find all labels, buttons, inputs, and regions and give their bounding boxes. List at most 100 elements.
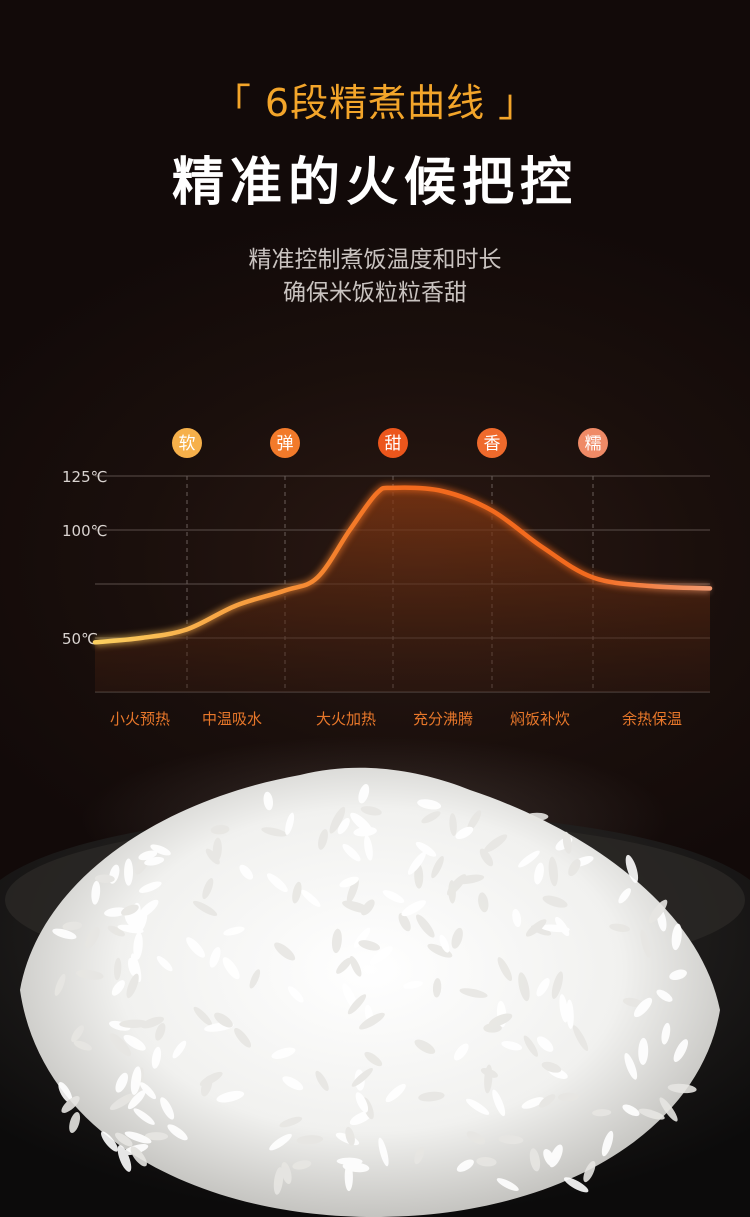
rice-grain xyxy=(479,848,494,867)
rice-grain xyxy=(673,1039,689,1063)
rice-grain xyxy=(497,957,513,982)
rice-grain xyxy=(353,927,371,948)
rice-grain xyxy=(568,859,581,877)
rice-grain xyxy=(364,835,373,861)
rice-grain xyxy=(566,999,574,1029)
rice-grain xyxy=(273,1167,284,1195)
rice-grain xyxy=(667,1083,697,1094)
rice-grain xyxy=(119,1019,149,1028)
rice-grain xyxy=(562,831,572,854)
badge-5 xyxy=(578,428,608,458)
rice-grain xyxy=(133,932,143,961)
rice-grain xyxy=(656,989,673,1002)
rice-grain xyxy=(418,1091,445,1102)
rice-grain xyxy=(542,895,568,908)
rice-grain xyxy=(138,881,162,893)
rice-grain xyxy=(115,1132,133,1147)
rice-grain xyxy=(559,994,569,1023)
rice-grain xyxy=(459,988,488,998)
rice-grain xyxy=(659,1097,678,1122)
rice-grain xyxy=(538,1094,556,1108)
rice-grain xyxy=(536,1036,554,1052)
rice-grain xyxy=(271,1047,296,1059)
rice-grain xyxy=(172,1040,187,1059)
rice-grain xyxy=(318,829,328,850)
rice-grain xyxy=(455,826,474,840)
rice-grain xyxy=(281,1162,292,1184)
rice-grain xyxy=(521,1097,545,1109)
badge-label: 香 xyxy=(484,434,501,454)
rice-grain xyxy=(138,850,158,861)
rice-grain xyxy=(407,851,426,875)
rice-grain xyxy=(453,1043,469,1061)
badge-label: 弹 xyxy=(277,434,294,454)
rice-grain xyxy=(109,1093,135,1111)
stage-label: 大火加热 xyxy=(316,710,376,728)
rice-grain xyxy=(358,784,370,804)
rice-grain xyxy=(417,799,442,810)
rice-grain xyxy=(113,957,122,981)
rice-grain xyxy=(292,1160,312,1170)
rice-grain xyxy=(73,1040,92,1051)
rice-grain xyxy=(583,1160,596,1183)
rice-grain xyxy=(130,1146,147,1167)
rice-grain xyxy=(117,1145,132,1172)
rice-grain xyxy=(465,1098,490,1115)
badge-4 xyxy=(477,428,507,458)
rice-grain xyxy=(523,1035,539,1057)
rice-grain xyxy=(85,926,100,949)
rice-grain xyxy=(501,1040,523,1051)
badge-label: 糯 xyxy=(585,434,602,454)
badge-3 xyxy=(378,428,408,458)
rice-grain xyxy=(223,926,245,936)
rice-grain xyxy=(62,921,83,931)
rice-grain xyxy=(414,1039,436,1054)
rice-grain xyxy=(478,892,489,913)
rice-grain xyxy=(518,850,540,868)
rice-grain xyxy=(329,806,346,834)
rice-grain xyxy=(279,1116,303,1128)
rice-grain xyxy=(296,1135,324,1145)
rice-grain xyxy=(202,877,214,900)
rice-grain xyxy=(483,834,508,853)
rice-grain xyxy=(144,1132,169,1141)
rice-grain xyxy=(572,1025,589,1051)
temperature-curve xyxy=(92,485,713,645)
rice-grain xyxy=(557,1092,579,1102)
rice-grain xyxy=(403,980,423,989)
rice-grain xyxy=(138,899,159,918)
stage-label: 余热保温 xyxy=(622,710,682,728)
rice-grain xyxy=(359,1012,385,1030)
rice-grain xyxy=(360,806,382,816)
rice-grain xyxy=(401,900,426,917)
rice-grain xyxy=(269,1133,292,1151)
rice-grain xyxy=(648,899,668,924)
rice-grain xyxy=(398,913,411,932)
rice-grain xyxy=(209,947,221,968)
rice-grain xyxy=(339,876,359,888)
rice-grain xyxy=(216,1090,245,1103)
rice-grain xyxy=(75,969,104,980)
rice-grain xyxy=(364,1051,383,1067)
rice-grain xyxy=(671,923,682,951)
rice-grain xyxy=(449,813,457,836)
rice-grain xyxy=(139,1082,157,1100)
rice-grain xyxy=(115,1072,129,1093)
rice-grain xyxy=(551,971,564,999)
rice-grain xyxy=(222,957,240,980)
rice-grain xyxy=(525,919,547,937)
rice-grain xyxy=(382,890,405,903)
stage-label: 中温吸水 xyxy=(202,710,262,728)
rice-grain xyxy=(123,1034,146,1051)
rice-grain xyxy=(622,1104,640,1117)
rice-grain xyxy=(541,1061,562,1073)
rice-grain xyxy=(638,1037,649,1065)
rice-bowl-image xyxy=(0,767,750,1217)
rice-grain xyxy=(156,956,173,972)
rice-grain xyxy=(633,997,653,1018)
rice-grain xyxy=(336,1157,363,1165)
rice-grain xyxy=(337,817,350,835)
badge-2 xyxy=(270,428,300,458)
rice-grain xyxy=(669,969,687,981)
rice-grain xyxy=(601,1130,614,1157)
